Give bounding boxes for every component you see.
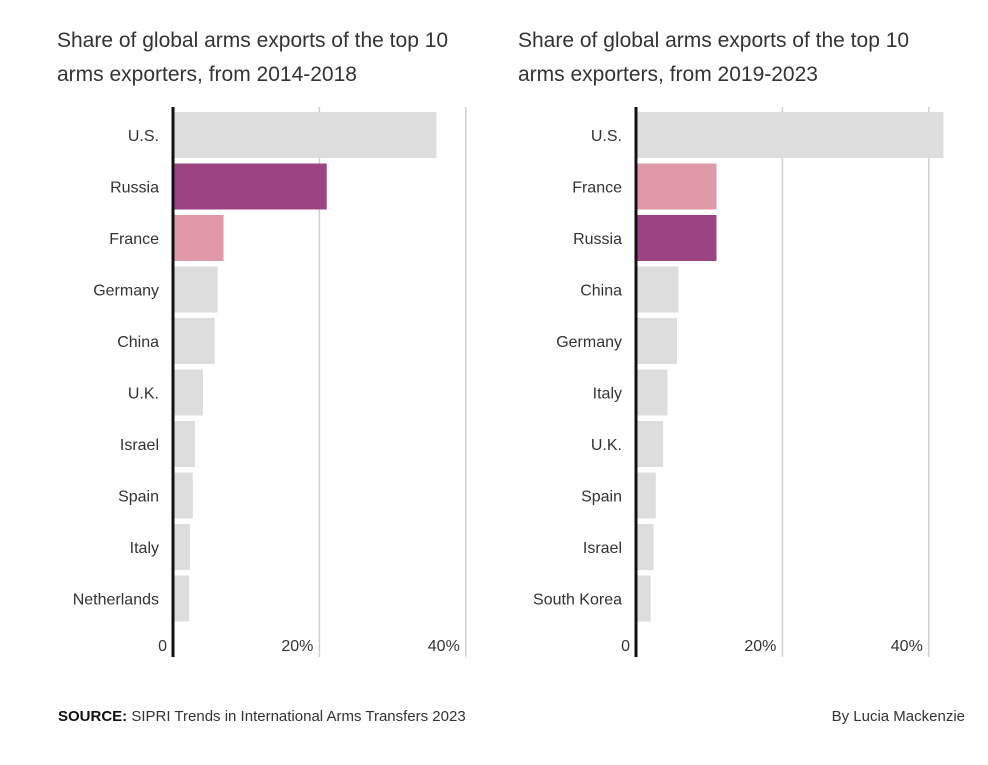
bar [636,369,668,416]
category-label: China [117,334,159,351]
bar [636,421,664,467]
bar [636,266,679,313]
bar-chart-svg: U.S. France Russia China Germany Italy U.K. Spa… [533,107,944,657]
bar [636,112,944,158]
category-label: France [109,231,159,248]
category-label: Germany [93,283,159,300]
bar [636,575,651,622]
bar-chart-svg: U.S. Russia France Germany China U.K. Israel Sp… [73,107,467,657]
bar [173,266,218,313]
category-label: Spain [581,489,622,506]
tick-label: 0 [158,638,167,655]
bar [636,524,654,570]
tick-label: 40% [428,638,460,655]
bar [636,215,717,261]
bar [173,369,204,416]
bar [173,112,437,158]
source-label: SOURCE: [58,708,128,725]
bar [636,472,656,519]
bar [173,421,195,467]
category-label: U.K. [591,437,622,454]
category-label: France [572,180,622,197]
bar [173,163,327,210]
tick-label: 0 [621,638,630,655]
bar [173,318,215,364]
bar [173,215,224,261]
category-label: Spain [118,489,159,506]
category-label: Russia [110,180,159,197]
category-label: Russia [573,231,622,248]
bar [173,575,190,622]
category-label: Israel [120,437,159,454]
chart-title: Share of global arms exports of the top … [518,29,910,86]
category-label: South Korea [533,592,622,609]
tick-label: 40% [891,638,923,655]
category-label: U.S. [591,128,622,145]
chart-2014-2018: Share of global arms exports of the top … [0,0,490,680]
chart-title: Share of global arms exports of the top … [57,29,449,86]
category-label: Israel [583,540,622,557]
source-text: SIPRI Trends in International Arms Trans… [131,708,466,725]
category-label: Netherlands [73,592,159,609]
tick-label: 20% [281,638,313,655]
source-note: SOURCE: SIPRI Trends in International Ar… [58,704,488,729]
bar [636,163,717,210]
category-label: U.K. [128,386,159,403]
byline: By Lucia Mackenzie [831,708,965,725]
category-label: U.S. [128,128,159,145]
tick-label: 20% [744,638,776,655]
chart-2019-2023: Share of global arms exports of the top … [462,0,988,680]
category-label: Italy [130,540,159,557]
bar [636,318,677,364]
category-label: Italy [593,386,622,403]
category-label: China [580,283,622,300]
bar [173,524,190,570]
category-label: Germany [556,334,622,351]
bar [173,472,193,519]
